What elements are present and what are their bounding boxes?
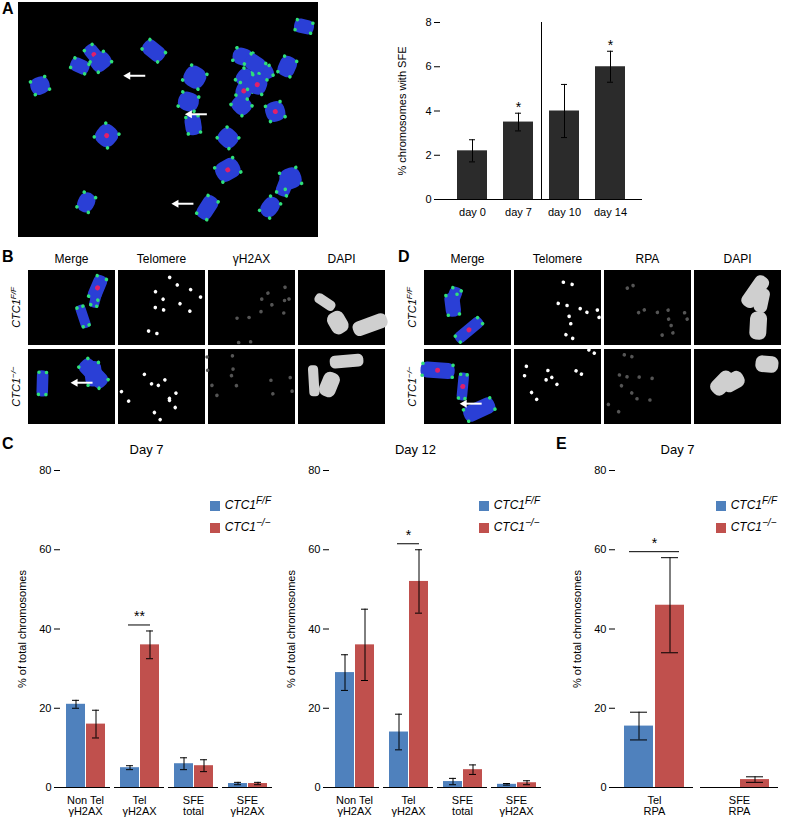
svg-text:TelγH2AX: TelγH2AX [391, 794, 426, 817]
svg-text:0: 0 [314, 781, 320, 793]
svg-text:80: 80 [308, 464, 320, 476]
html-text:D: D [398, 248, 410, 265]
svg-text:SFEtotal: SFEtotal [183, 794, 204, 817]
svg-text:CTC1−/−: CTC1−/− [405, 366, 419, 407]
svg-text:DAPI: DAPI [723, 252, 751, 266]
svg-text:80: 80 [39, 464, 51, 476]
svg-text:SFEtotal: SFEtotal [452, 794, 473, 817]
html-text:B: B [2, 248, 14, 265]
html-text:CTC1F/F: CTC1F/F [493, 495, 540, 512]
svg-text:8: 8 [425, 16, 431, 28]
svg-text:TelRPA: TelRPA [644, 794, 666, 817]
svg-text:% chromosomes with SFE: % chromosomes with SFE [396, 47, 408, 176]
html-text:CTC1F/F: CTC1F/F [730, 495, 777, 512]
svg-text:40: 40 [594, 623, 606, 635]
svg-text:Merge: Merge [450, 252, 484, 266]
svg-text:SFEγH2AX: SFEγH2AX [499, 794, 534, 817]
svg-text:2: 2 [425, 149, 431, 161]
html-text:Day 7: Day 7 [129, 442, 164, 457]
svg-text:20: 20 [594, 702, 606, 714]
svg-text:Non TelγH2AX: Non TelγH2AX [67, 794, 104, 817]
svg-text:*: * [406, 527, 412, 543]
html-text:A: A [2, 0, 14, 17]
svg-text:0: 0 [425, 193, 431, 205]
svg-text:Telomere: Telomere [533, 252, 583, 266]
svg-text:4: 4 [425, 105, 431, 117]
html-text:CTC1−/−: CTC1−/− [493, 517, 540, 534]
html-text:CTC1−/−: CTC1−/− [224, 517, 271, 534]
svg-text:60: 60 [594, 543, 606, 555]
svg-text:SFERPA: SFERPA [729, 794, 751, 817]
html-text:E: E [556, 435, 567, 452]
svg-text:day 7: day 7 [505, 206, 532, 218]
svg-text:**: ** [134, 608, 145, 624]
html-text:CTC1F/F: CTC1F/F [224, 495, 271, 512]
svg-text:CTC1F/F: CTC1F/F [405, 286, 419, 328]
svg-text:Telomere: Telomere [137, 252, 187, 266]
svg-text:6: 6 [425, 60, 431, 72]
svg-text:% of total chromosomes: % of total chromosomes [285, 570, 297, 688]
svg-text:0: 0 [45, 781, 51, 793]
html-text:CTC1−/−: CTC1−/− [730, 517, 777, 534]
svg-text:day 0: day 0 [459, 206, 486, 218]
svg-text:20: 20 [308, 702, 320, 714]
svg-text:60: 60 [308, 543, 320, 555]
svg-text:day 14: day 14 [594, 206, 627, 218]
svg-text:*: * [608, 37, 614, 53]
svg-text:CTC1−/−: CTC1−/− [9, 366, 23, 407]
svg-text:40: 40 [39, 623, 51, 635]
svg-text:20: 20 [39, 702, 51, 714]
svg-text:60: 60 [39, 543, 51, 555]
svg-text:RPA: RPA [636, 252, 660, 266]
svg-text:*: * [516, 99, 522, 115]
svg-text:80: 80 [594, 464, 606, 476]
svg-text:*: * [652, 535, 658, 551]
svg-text:Non TelγH2AX: Non TelγH2AX [336, 794, 373, 817]
svg-text:day 10: day 10 [548, 206, 581, 218]
svg-text:0: 0 [600, 781, 606, 793]
svg-text:TelγH2AX: TelγH2AX [122, 794, 157, 817]
html-text:Day 7: Day 7 [660, 442, 695, 457]
svg-text:% of total chromosomes: % of total chromosomes [16, 570, 28, 688]
svg-text:DAPI: DAPI [327, 252, 355, 266]
html-text:Day 12: Day 12 [394, 442, 437, 457]
svg-text:CTC1F/F: CTC1F/F [9, 286, 23, 328]
svg-text:40: 40 [308, 623, 320, 635]
svg-text:Merge: Merge [54, 252, 88, 266]
html-text:C: C [2, 435, 14, 452]
svg-text:γH2AX: γH2AX [233, 252, 270, 266]
svg-text:% of total chromosomes: % of total chromosomes [571, 570, 583, 688]
svg-text:SFEγH2AX: SFEγH2AX [230, 794, 265, 817]
